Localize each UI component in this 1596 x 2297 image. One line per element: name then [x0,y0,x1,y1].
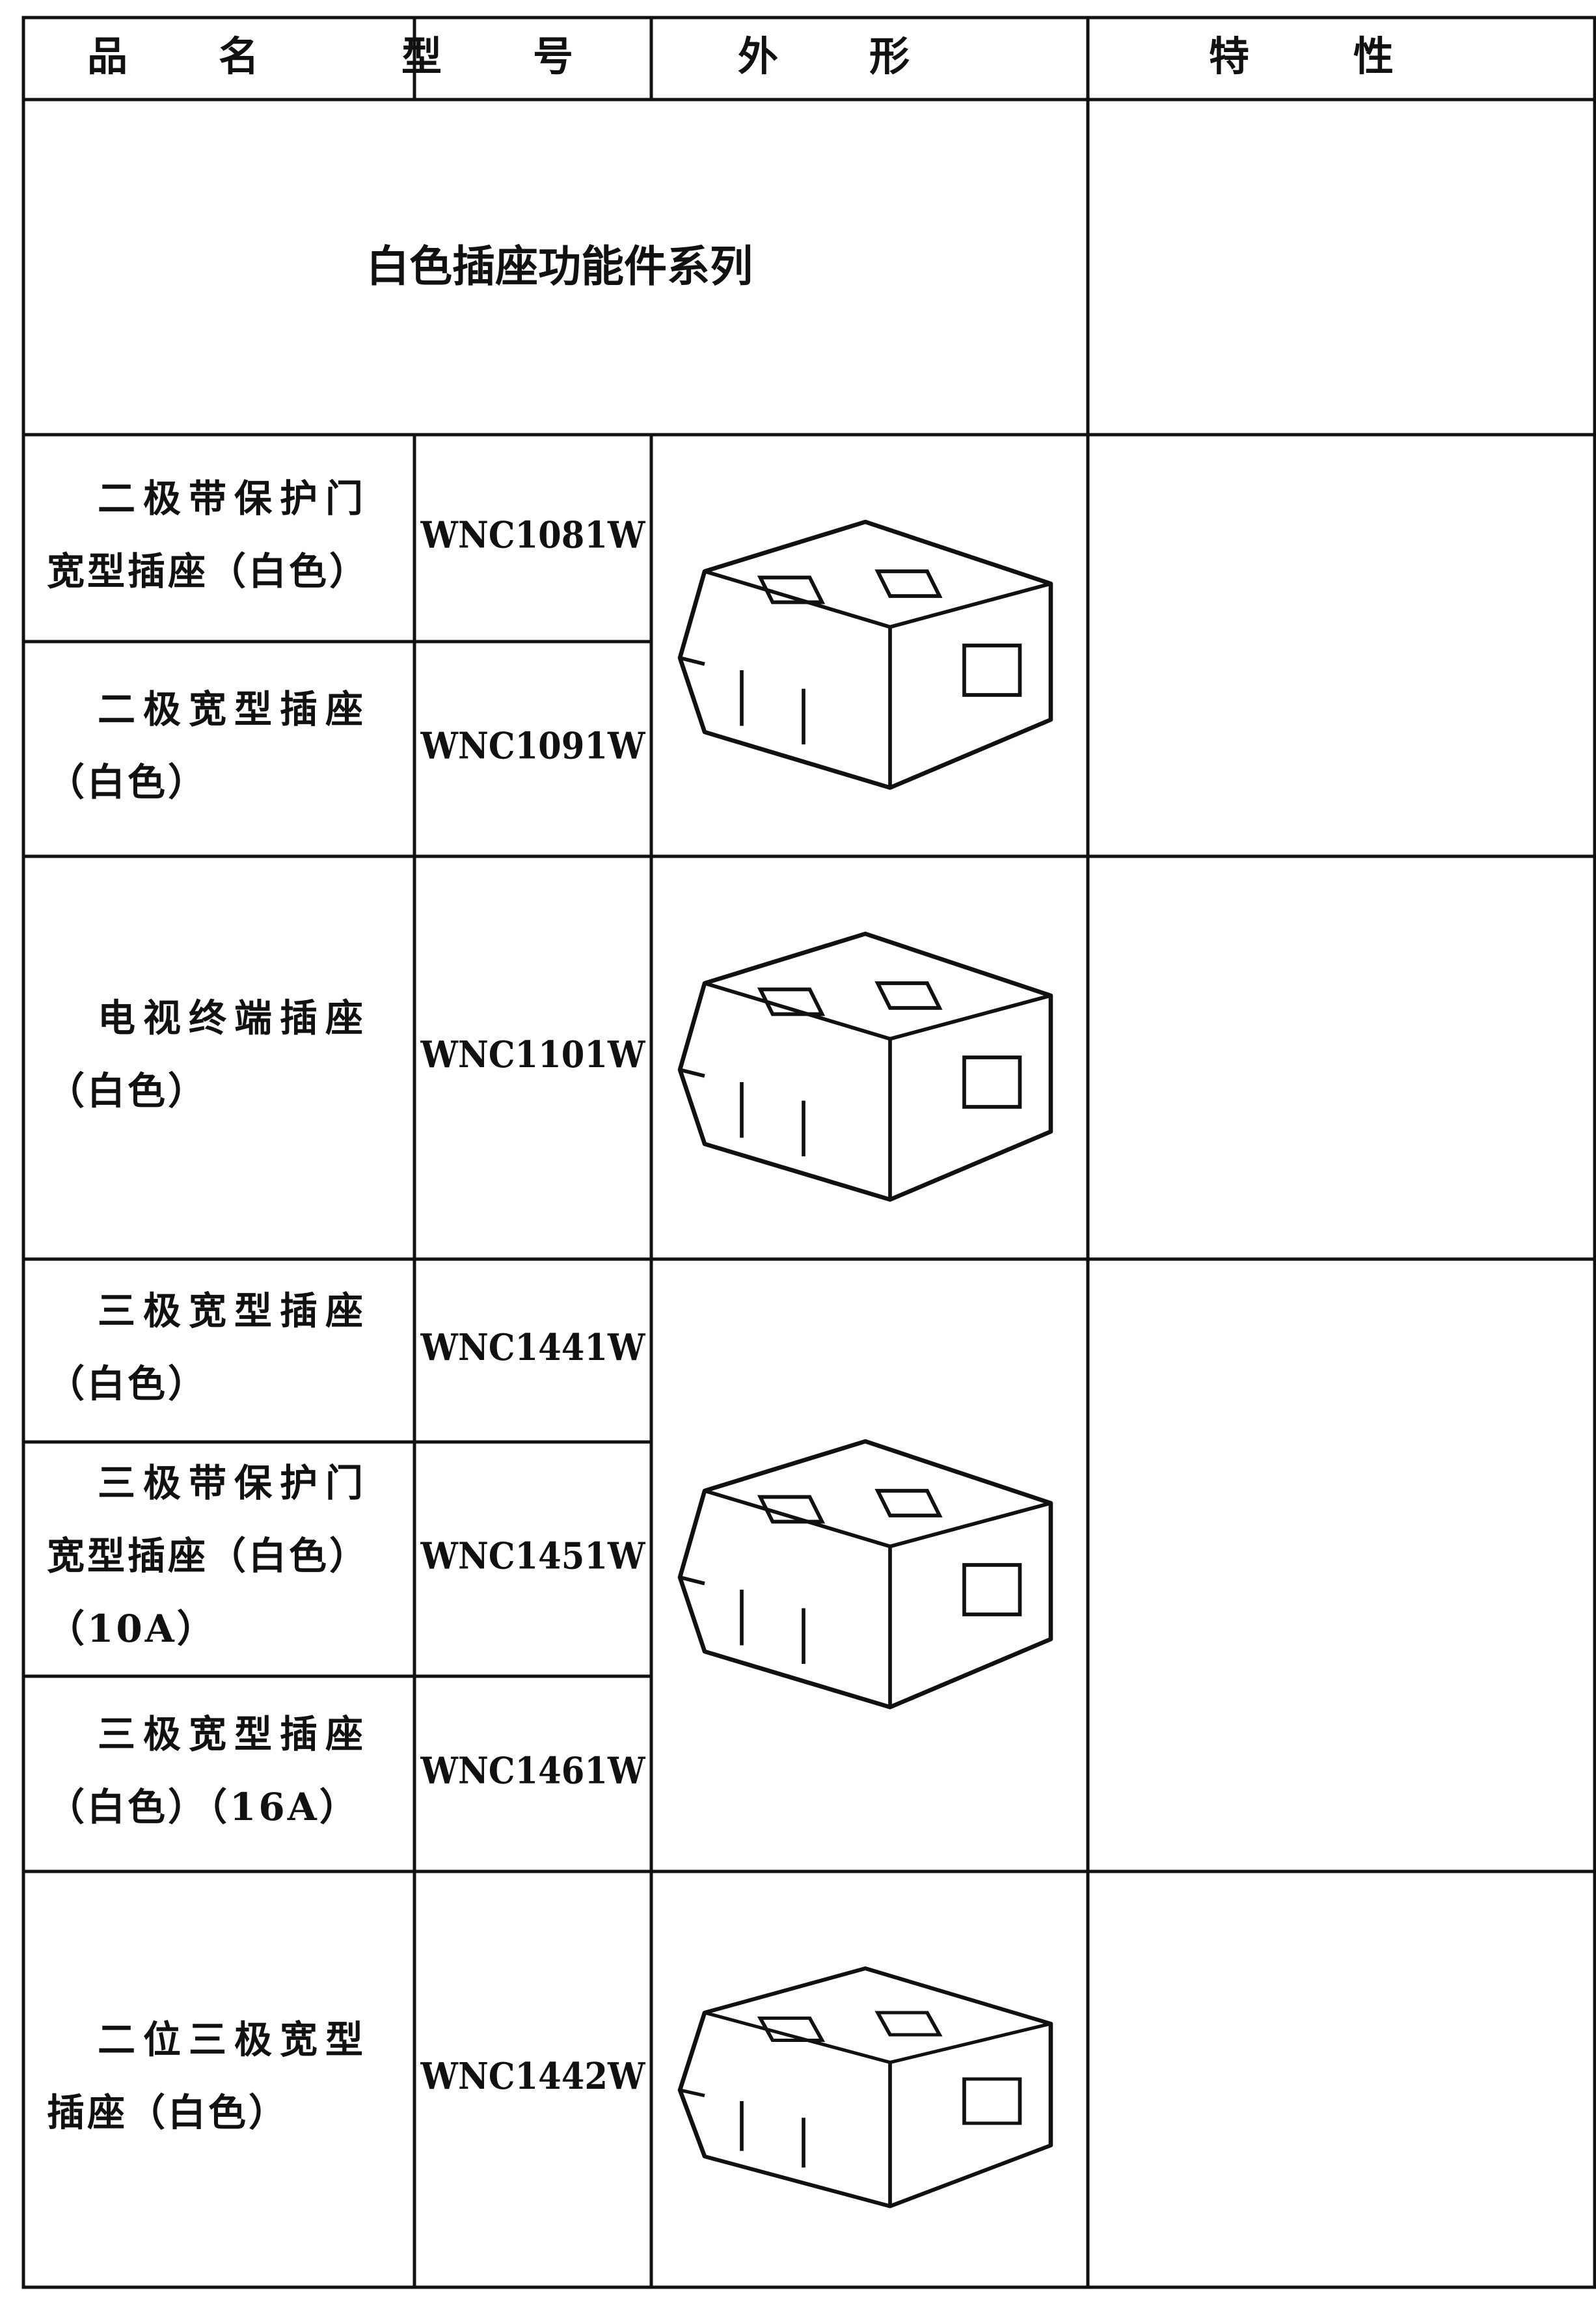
product-name: 三极宽型插座 [98,1289,371,1333]
product-name: 三极宽型插座 [98,1712,371,1756]
section-title: 白色插座功能件系列 [366,241,753,292]
model-number: WNC1461W [420,1750,646,1793]
column-header: 型号 [401,33,664,80]
product-name: 宽型插座（白色） [47,549,370,593]
product-name: 二极带保护门 [98,476,371,521]
model-number: WNC1442W [420,2055,646,2098]
table-rules [21,16,1596,2289]
product-drawing [680,1441,1051,1707]
model-number: WNC1101W [420,1033,646,1076]
product-name: （白色） [47,760,208,804]
product-name: （白色） [47,1069,208,1113]
model-number: WNC1451W [420,1535,646,1578]
product-drawing [680,934,1051,1200]
column-header: 外形 [738,33,1001,80]
product-name: （10A） [47,1607,217,1651]
model-number: WNC1081W [420,514,646,557]
product-name: （白色） [47,1362,208,1406]
product-name: 二位三极宽型 [98,2018,371,2062]
product-name: 二极宽型插座 [98,687,371,731]
table-border [21,16,1596,2289]
model-number: WNC1091W [420,725,646,768]
column-header: 特性 [1209,33,1498,80]
product-name: 插座（白色） [47,2091,289,2135]
product-drawings [680,522,1051,2207]
product-drawing [680,1968,1051,2207]
product-drawing [680,522,1051,788]
product-name: （白色）（16A） [47,1785,360,1829]
product-name: 宽型插座（白色） [47,1534,370,1578]
product-name: 电视终端插座 [98,996,371,1040]
column-header: 品名 [87,33,350,80]
product-name: 三极带保护门 [98,1461,371,1505]
model-number: WNC1441W [420,1326,646,1369]
